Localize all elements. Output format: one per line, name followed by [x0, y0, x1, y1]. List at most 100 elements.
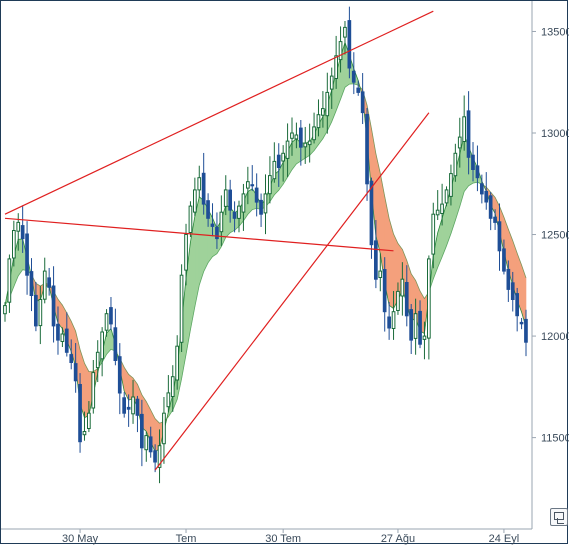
candle-body: [219, 211, 224, 233]
band-segment: [128, 373, 134, 401]
x-tick-label: Tem: [176, 533, 197, 545]
candle-body: [502, 248, 506, 272]
candle-body: [515, 293, 519, 317]
trendline[interactable]: [4, 10, 434, 215]
candle-body: [3, 305, 7, 315]
y-tick-label: 13500: [541, 26, 569, 38]
candle-body: [268, 175, 272, 195]
candle-body: [382, 269, 387, 313]
indicator-band: [4, 41, 527, 453]
candle-body: [493, 216, 497, 223]
candle-body: [210, 223, 215, 227]
candle-body: [484, 190, 489, 203]
candle-body: [51, 285, 56, 327]
candle-body: [369, 180, 374, 246]
x-tick-label: 30 Tem: [265, 533, 301, 545]
chart-tool-button[interactable]: [550, 508, 568, 526]
band-segment: [190, 216, 196, 330]
screenshot-icon: [554, 512, 564, 520]
x-axis-ticks: 30 May Tem 30 Tem 27 Ağu 24 Eyl: [62, 529, 519, 545]
trendlines: [4, 10, 434, 471]
candle-body: [325, 91, 330, 117]
candle-body: [56, 323, 60, 341]
candle-body: [374, 240, 378, 280]
candle-body: [343, 26, 347, 38]
candle-body: [272, 160, 277, 180]
candle-body: [497, 221, 502, 252]
candle-body: [215, 226, 219, 240]
candle-body: [418, 310, 422, 345]
candle-body: [396, 290, 400, 311]
candle-body: [449, 173, 453, 197]
candle-body: [334, 55, 338, 79]
trendline[interactable]: [154, 112, 430, 471]
x-tick-label: 27 Ağu: [381, 533, 415, 545]
candle-body: [391, 311, 396, 330]
x-tick-label: 24 Eyl: [489, 533, 520, 545]
y-tick-label: 12500: [541, 230, 569, 242]
arrow-icon: [557, 518, 564, 524]
candle-body: [20, 225, 25, 240]
candle-body: [38, 299, 43, 327]
candle-body: [488, 195, 493, 219]
candle-body: [95, 351, 100, 369]
candle-body: [524, 318, 528, 343]
candle-body: [126, 406, 131, 410]
candle-body: [69, 354, 74, 364]
candle-body: [431, 213, 436, 255]
candle-body: [34, 294, 38, 327]
candle-body: [400, 278, 405, 297]
candle-body: [188, 205, 193, 234]
candles: [3, 6, 528, 484]
candle-body: [73, 363, 78, 382]
candle-body: [276, 154, 281, 168]
candle-body: [201, 172, 206, 205]
candle-body: [232, 211, 237, 219]
candle-body: [12, 230, 16, 259]
candle-body: [78, 384, 82, 443]
candle-body: [237, 205, 241, 219]
candle-body: [303, 142, 308, 148]
candle-body: [47, 277, 51, 288]
candle-body: [475, 165, 480, 179]
candle-body: [193, 189, 197, 213]
candle-body: [413, 313, 418, 339]
candle-body: [179, 274, 184, 343]
candle-body: [506, 268, 511, 290]
candle-body: [25, 233, 29, 276]
candle-body: [148, 436, 153, 453]
candle-body: [307, 140, 312, 146]
candle-body: [294, 134, 299, 140]
candle-body: [82, 431, 87, 436]
candle-body: [378, 270, 383, 279]
band-segment: [198, 196, 204, 286]
candle-body: [135, 398, 140, 416]
candle-body: [466, 110, 471, 158]
candle-body: [285, 140, 290, 159]
candle-body: [16, 221, 21, 232]
y-axis-ticks: 11500 12000 12500 13000 13500: [532, 26, 569, 445]
candle-body: [140, 413, 144, 449]
candle-body: [144, 435, 149, 451]
candle-body: [259, 199, 263, 215]
candle-body: [166, 392, 171, 408]
candle-body: [162, 412, 166, 445]
candle-body: [365, 113, 369, 185]
candle-body: [250, 184, 255, 187]
band-segment: [521, 264, 527, 328]
y-tick-label: 11500: [541, 433, 569, 445]
candle-body: [356, 87, 361, 93]
x-tick-label: 30 May: [62, 533, 99, 545]
candle-body: [184, 234, 188, 271]
candle-body: [471, 154, 475, 170]
trendline[interactable]: [4, 217, 394, 252]
candle-body: [457, 136, 462, 149]
candle-body: [113, 327, 118, 361]
candle-body: [427, 258, 431, 339]
candle-body: [444, 189, 449, 204]
candle-body: [175, 345, 180, 381]
candle-body: [228, 189, 233, 211]
candle-body: [404, 282, 409, 317]
candle-body: [117, 356, 122, 394]
